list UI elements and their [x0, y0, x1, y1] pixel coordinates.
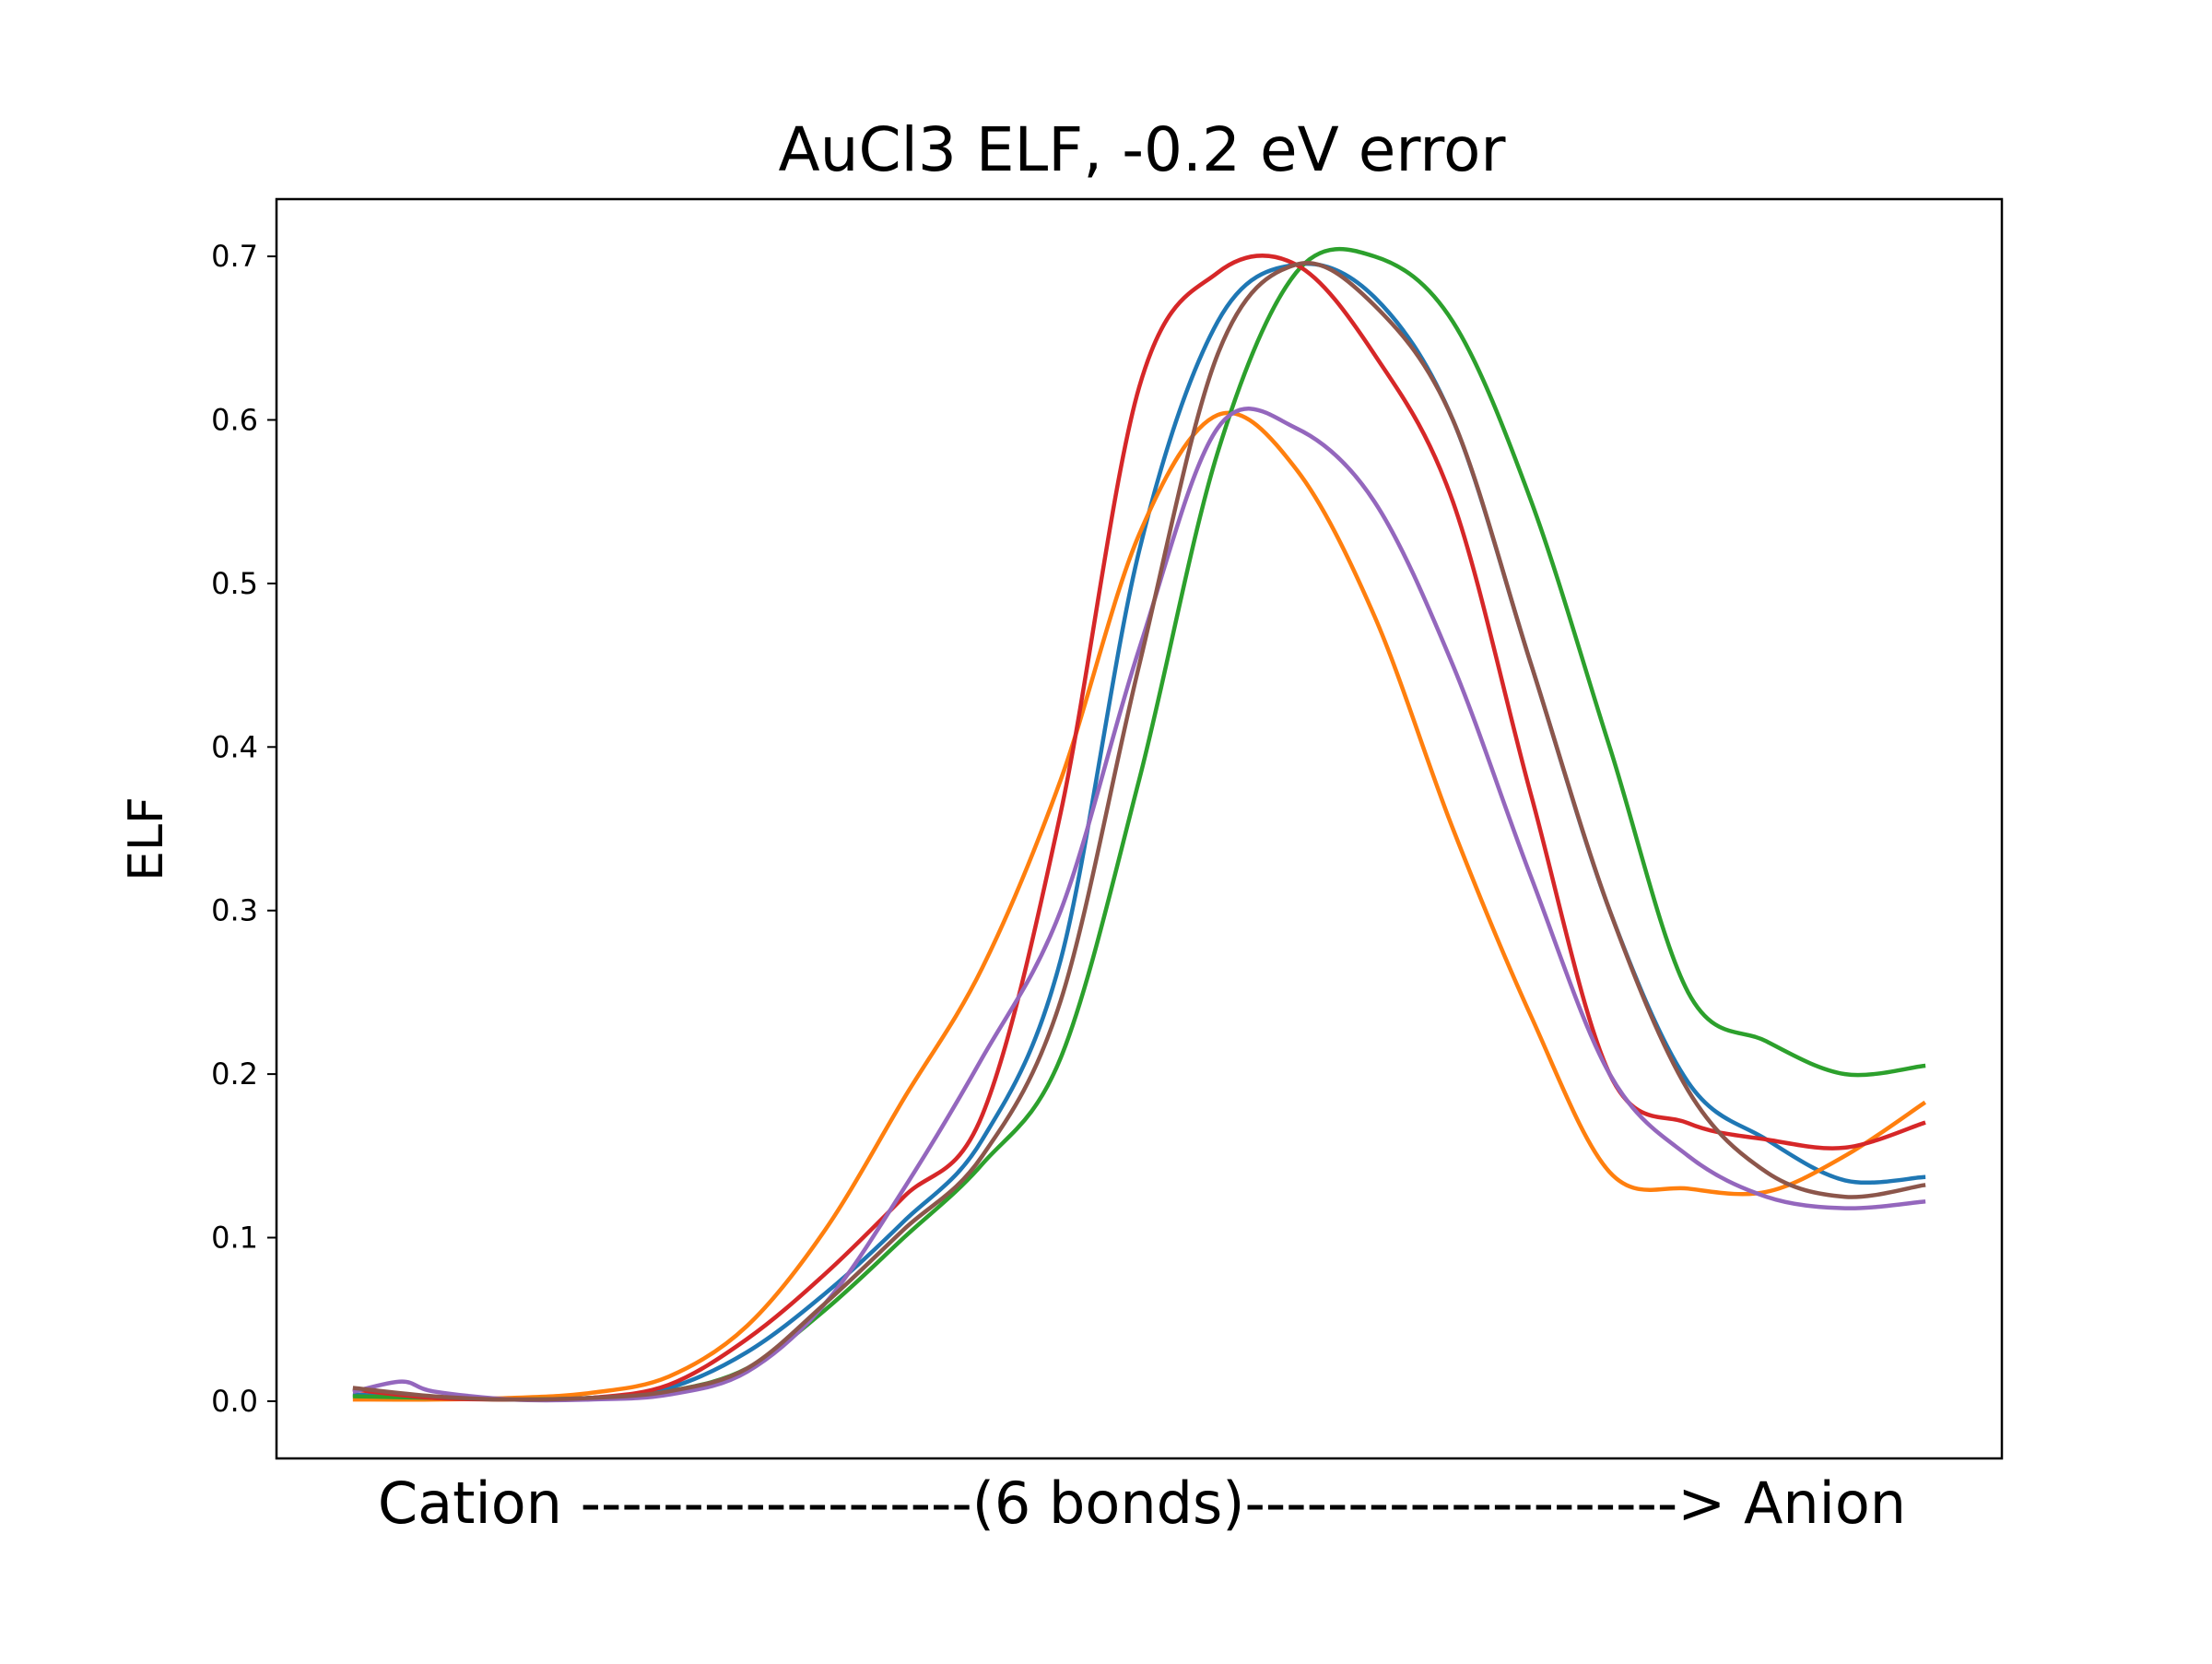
plot-area — [352, 246, 1927, 1403]
series-line-6 — [352, 261, 1926, 1402]
series-line-5 — [352, 407, 1926, 1403]
y-tick-label: 0.7 — [211, 239, 258, 274]
chart-title: AuCl3 ELF, -0.2 eV error — [778, 114, 1506, 185]
y-tick-label: 0.6 — [211, 402, 258, 437]
y-axis-ticks: 0.0 0.1 0.2 0.3 0.4 0.5 0.6 0.7 — [211, 239, 276, 1419]
y-tick-label: 0.3 — [211, 893, 258, 928]
axes-frame — [275, 197, 2004, 1460]
y-tick-label: 0.0 — [211, 1384, 258, 1419]
y-tick-label: 0.2 — [211, 1056, 258, 1092]
y-tick-label: 0.1 — [211, 1221, 258, 1256]
x-axis-label: Cation -------------------(6 bonds)-----… — [378, 1469, 1906, 1537]
y-tick-label: 0.5 — [211, 566, 258, 601]
y-axis-label: ELF — [119, 797, 174, 881]
y-tick-label: 0.4 — [211, 729, 258, 764]
series-line-2 — [352, 410, 1927, 1402]
